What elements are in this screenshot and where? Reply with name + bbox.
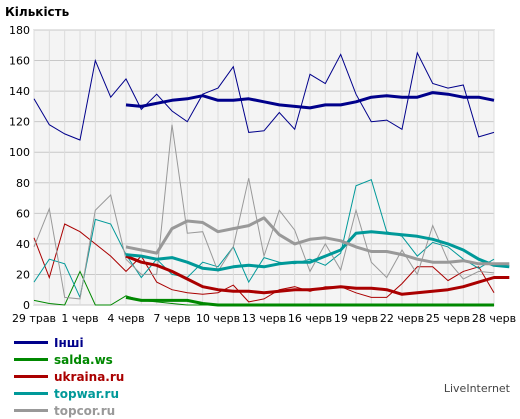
x-tick-labels: 29 трав 1 черв 4 черв 7 черв 10 черв 13 черв 1… <box>12 312 516 325</box>
series-avg-line-3 <box>125 230 510 272</box>
series-avg-line-4 <box>125 216 510 266</box>
y-tick-label: 100 <box>9 146 30 159</box>
x-tick-label: 19 черв <box>334 312 378 325</box>
series-avg-line-2 <box>125 254 510 296</box>
line-chart: Кількість 0 20 40 60 80 100 120 140 160 180 29 тр… <box>5 5 516 325</box>
legend: Інші salda.ws ukraina.ru topwar.ru topco… <box>14 334 124 419</box>
x-tick-label: 28 черв <box>472 312 516 325</box>
x-tick-label: 1 черв <box>61 312 98 325</box>
legend-item-salda[interactable]: salda.ws <box>14 351 124 368</box>
legend-label: Інші <box>54 335 84 350</box>
x-tick-label: 22 черв <box>380 312 424 325</box>
y-tick-labels: 0 20 40 60 80 100 120 140 160 180 <box>9 24 30 312</box>
y-tick-label: 40 <box>16 238 30 251</box>
legend-swatch <box>14 375 48 378</box>
series-line-4 <box>33 124 495 300</box>
x-tick-label: 16 черв <box>288 312 332 325</box>
x-tick-label: 4 черв <box>107 312 144 325</box>
legend-label: salda.ws <box>54 352 113 367</box>
y-axis-title: Кількість <box>5 5 70 19</box>
series-line-2 <box>33 223 495 303</box>
y-tick-label: 180 <box>9 24 30 37</box>
legend-label: ukraina.ru <box>54 369 125 384</box>
series-lines <box>33 51 510 307</box>
y-tick-label: 120 <box>9 116 30 129</box>
legend-label: topwar.ru <box>54 386 119 401</box>
series-avg-line-0 <box>125 91 495 110</box>
y-tick-label: 0 <box>23 299 30 312</box>
legend-swatch <box>14 341 48 344</box>
legend-swatch <box>14 392 48 395</box>
x-tick-label: 13 черв <box>242 312 286 325</box>
y-tick-label: 80 <box>16 177 30 190</box>
y-tick-label: 160 <box>9 55 30 68</box>
series-line-0 <box>33 51 495 141</box>
legend-swatch <box>14 358 48 361</box>
series-avg-line-1 <box>125 295 494 307</box>
x-tick-label: 25 черв <box>426 312 470 325</box>
y-tick-label: 20 <box>16 268 30 281</box>
legend-swatch <box>14 409 48 412</box>
y-tick-label: 60 <box>16 207 30 220</box>
x-tick-label: 7 черв <box>153 312 190 325</box>
brand-label[interactable]: LiveInternet <box>443 382 510 395</box>
x-tick-label: 29 трав <box>12 312 56 325</box>
legend-item-inshi[interactable]: Інші <box>14 334 124 351</box>
x-tick-label: 10 черв <box>196 312 240 325</box>
y-tick-label: 140 <box>9 85 30 98</box>
legend-label: topcor.ru <box>54 403 116 418</box>
legend-item-topwar[interactable]: topwar.ru <box>14 385 124 402</box>
legend-item-ukraina[interactable]: ukraina.ru <box>14 368 124 385</box>
